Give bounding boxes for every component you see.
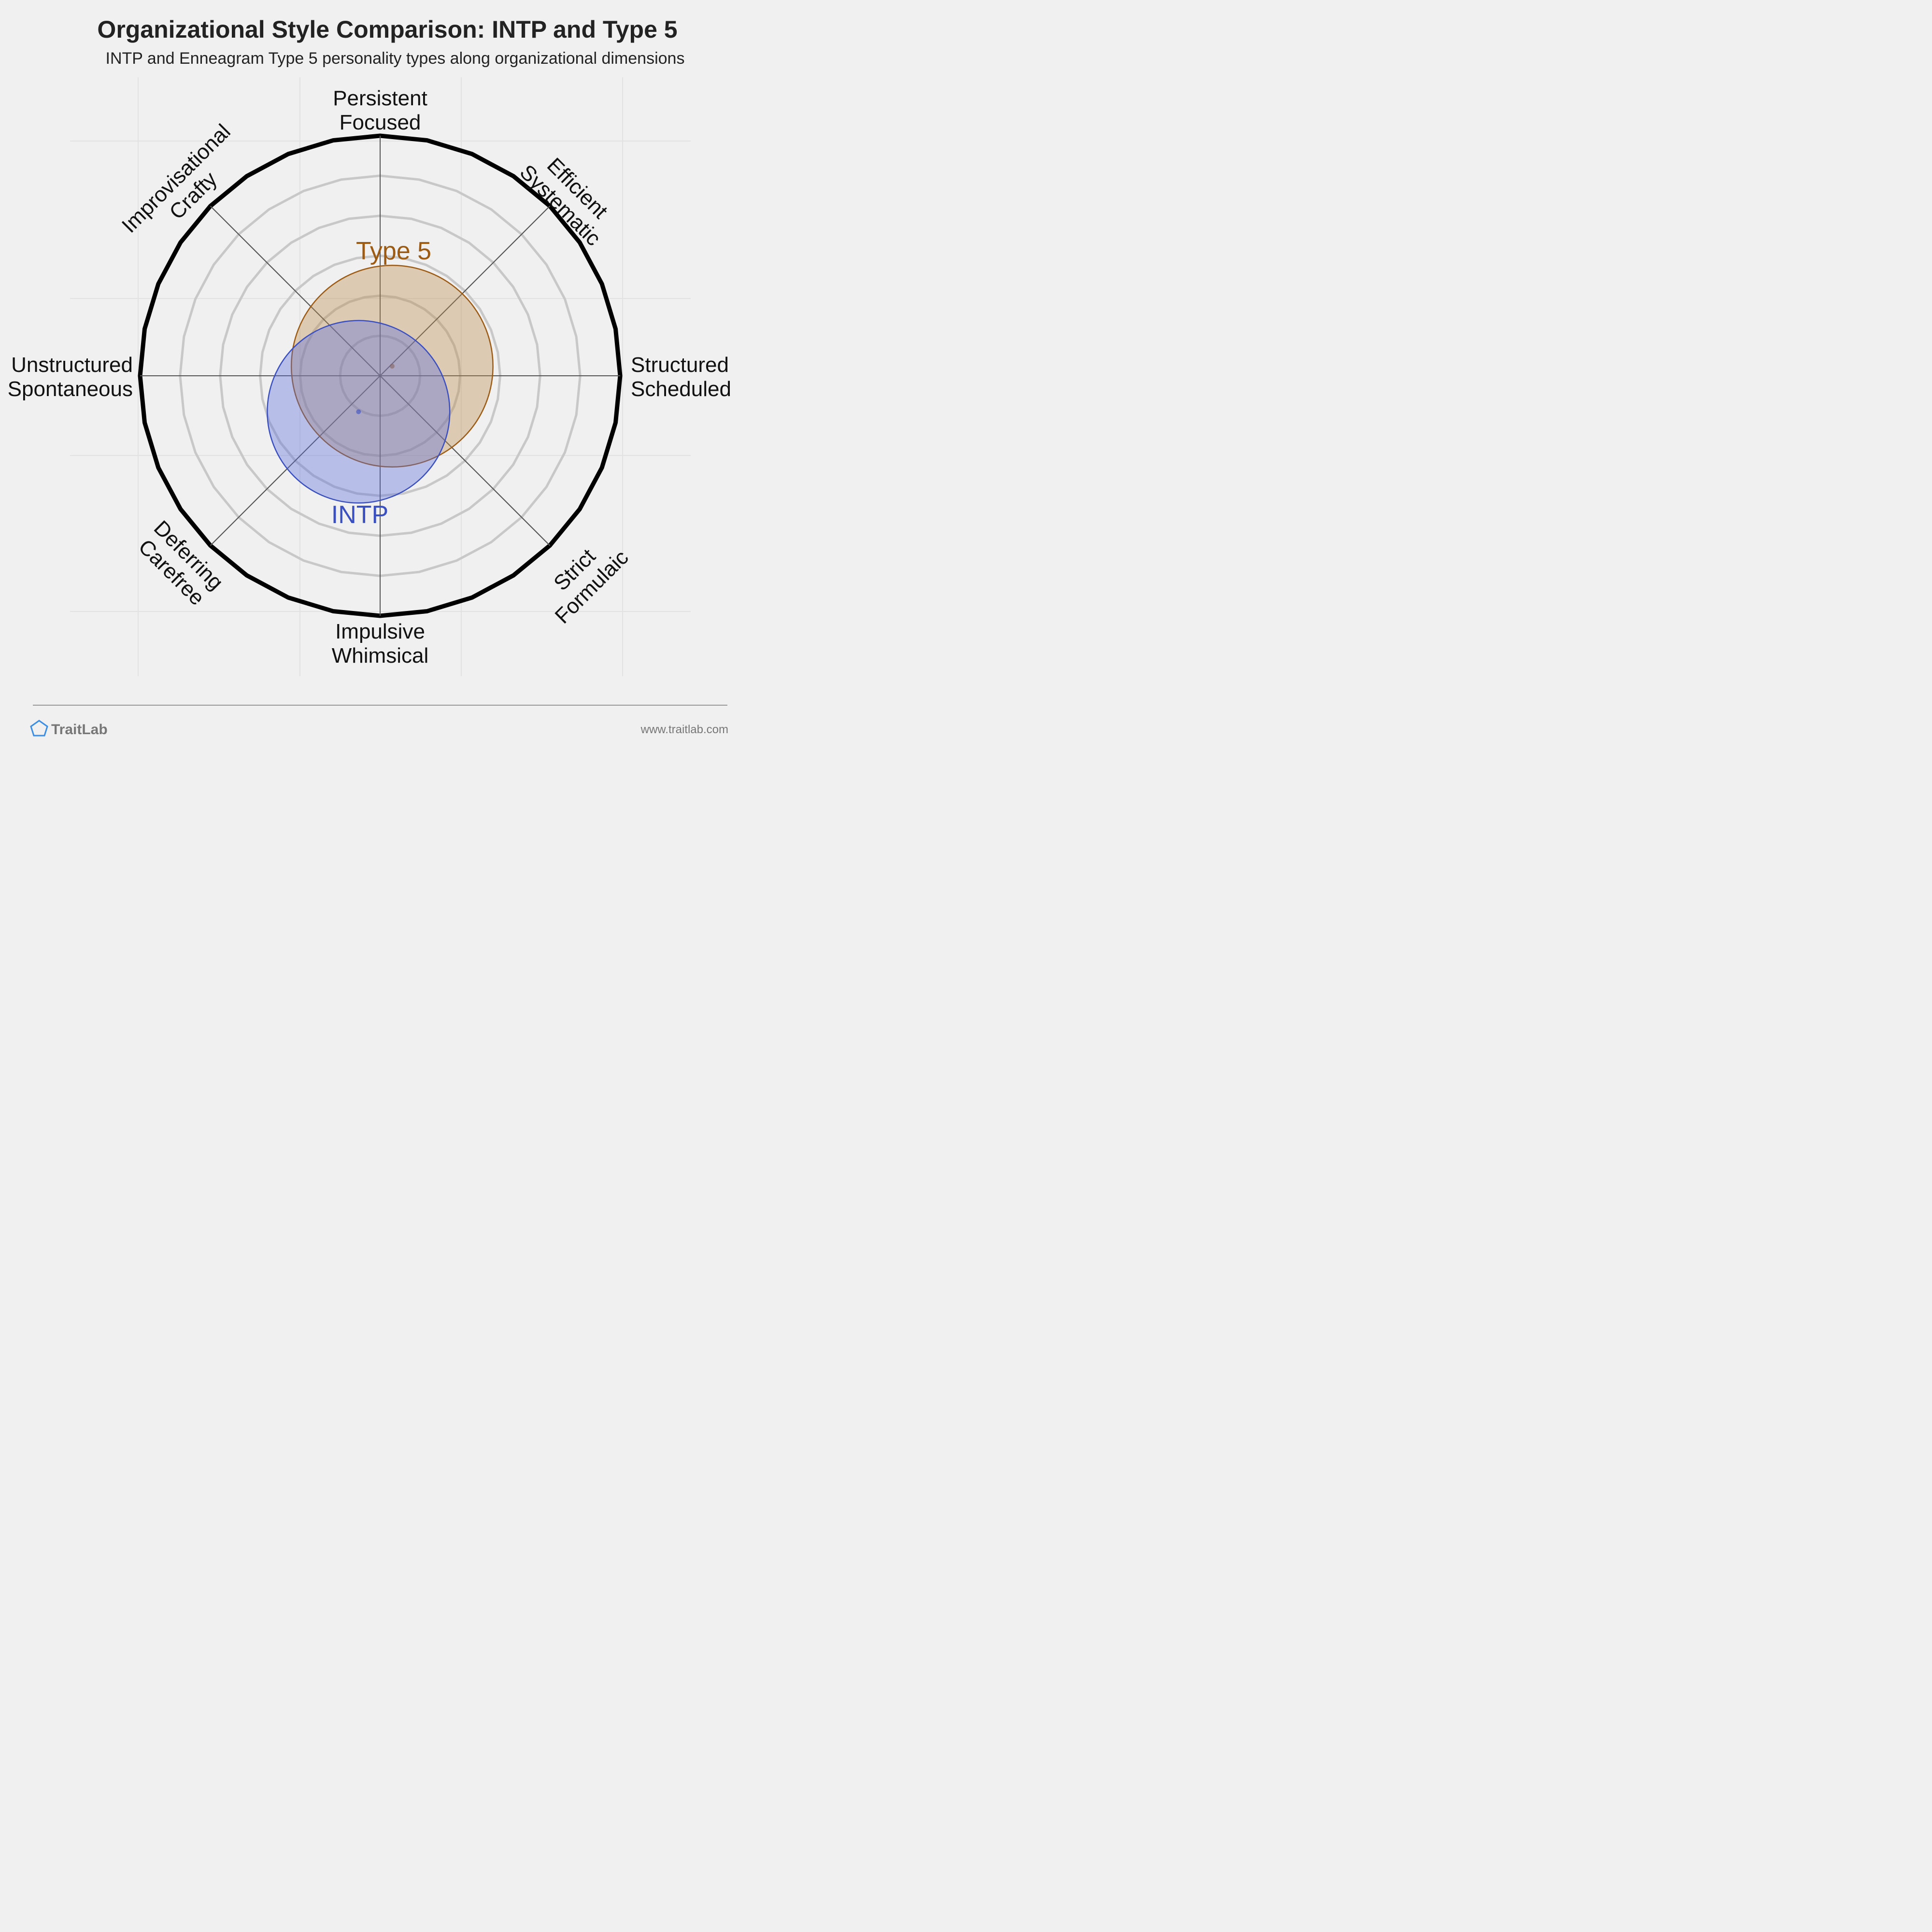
brand-name: TraitLab <box>51 722 108 738</box>
axis-label-line: Improvisational <box>117 120 235 238</box>
axis-label-line: Persistent <box>333 86 427 110</box>
series-center-dot <box>356 409 361 414</box>
series-name-label: Type 5 <box>356 237 431 265</box>
axis-label-line: Structured <box>631 353 729 377</box>
brand-url[interactable]: www.traitlab.com <box>640 723 728 736</box>
axis-line <box>210 205 381 376</box>
axis-line <box>380 375 551 546</box>
axis-label-line: Unstructured <box>11 353 133 377</box>
axis-label-line: Impulsive <box>335 620 425 643</box>
axis-label-line: Spontaneous <box>8 377 133 401</box>
axis-group <box>140 136 620 616</box>
series-group <box>267 265 494 504</box>
series-center-dot <box>389 364 395 369</box>
axis-label-line: Focused <box>340 111 421 134</box>
axis-label-line: Scheduled <box>631 377 731 401</box>
axis-line <box>210 375 381 546</box>
series-name-label: INTP <box>331 501 388 529</box>
axis-line <box>380 205 551 376</box>
axis-label-line: Whimsical <box>332 644 428 668</box>
chart-title: Organizational Style Comparison: INTP an… <box>97 16 677 43</box>
chart-figure: Organizational Style Comparison: INTP an… <box>0 0 757 757</box>
chart-subtitle: INTP and Enneagram Type 5 personality ty… <box>106 49 685 68</box>
series-label-group: Type 5 INTP <box>331 237 431 529</box>
pentagon-icon <box>30 720 48 737</box>
radar-chart: Organizational Style Comparison: INTP an… <box>8 16 731 738</box>
